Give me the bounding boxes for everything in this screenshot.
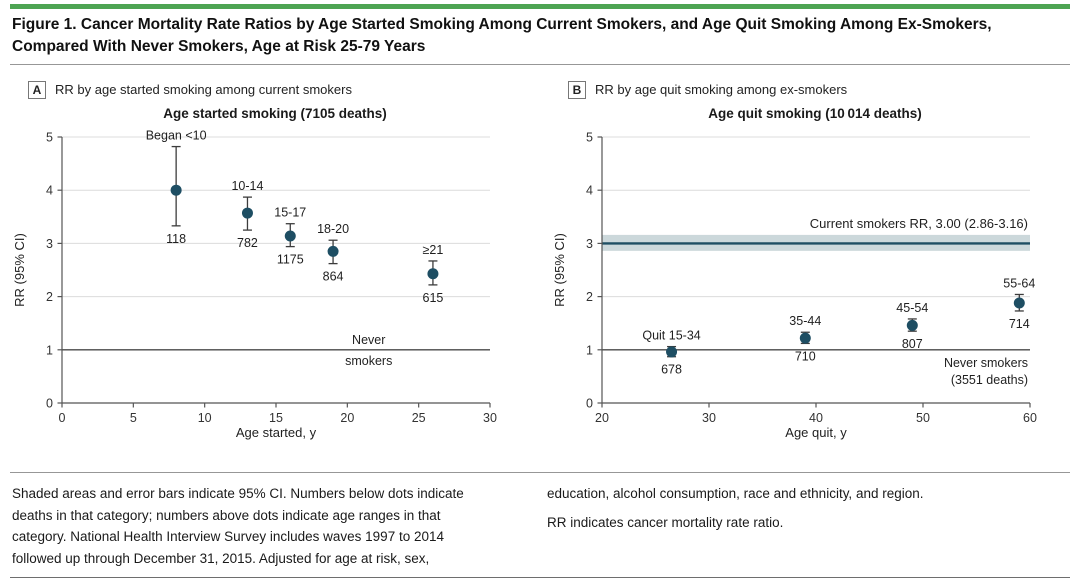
footnote-right-para1: education, alcohol consumption, race and… [547, 486, 924, 501]
x-axis-title: Age quit, y [785, 425, 847, 440]
x-tick-label: 20 [340, 411, 354, 425]
point-deaths-label: 710 [795, 349, 816, 363]
panel-a-header: A RR by age started smoking among curren… [28, 80, 540, 99]
y-tick-label: 2 [46, 290, 53, 304]
data-point-dot [327, 245, 339, 257]
y-tick-label: 3 [46, 237, 53, 251]
footnote-divider-bottom [10, 577, 1070, 578]
data-point-dot [170, 184, 182, 196]
y-tick-label: 0 [586, 397, 593, 411]
y-tick-label: 5 [586, 131, 593, 145]
point-deaths-label: 678 [661, 363, 682, 377]
y-tick-label: 5 [46, 131, 53, 145]
data-point-dot [427, 268, 439, 280]
point-age-label: 18-20 [317, 222, 349, 236]
y-tick-label: 3 [586, 237, 593, 251]
point-age-label: 10-14 [231, 179, 263, 193]
panel-b-header: B RR by age quit smoking among ex-smoker… [568, 80, 1080, 99]
data-point-dot [1013, 297, 1025, 309]
current-smokers-band-label: Current smokers RR, 3.00 (2.86-3.16) [810, 216, 1028, 231]
panel-a-chart: 0 1 2 3 4 5 0 5 10 15 20 25 30 Began <10 118 10-14 782 15… [12, 129, 497, 440]
point-deaths-label: 118 [166, 232, 186, 246]
x-tick-label: 15 [269, 411, 283, 425]
y-tick-label: 4 [46, 184, 53, 198]
x-tick-label: 40 [809, 411, 823, 425]
figure-title-line1: Figure 1. Cancer Mortality Rate Ratios b… [12, 16, 992, 33]
point-age-label: 15-17 [274, 206, 306, 220]
point-deaths-label: 782 [237, 236, 258, 250]
y-tick-label: 1 [46, 343, 53, 357]
y-axis-title: RR (95% CI) [552, 233, 567, 307]
panel-a-label-box: A [28, 80, 46, 99]
panel-b-heading: RR by age quit smoking among ex-smokers [595, 82, 848, 97]
point-age-label: 55-64 [1003, 276, 1035, 290]
data-point-dot [284, 230, 296, 242]
x-tick-label: 60 [1023, 411, 1037, 425]
point-deaths-label: 615 [423, 291, 444, 305]
data-point-dot [799, 332, 811, 344]
y-tick-label: 0 [46, 397, 53, 411]
x-tick-label: 20 [595, 411, 609, 425]
never-smokers-label: Never smokers [944, 356, 1028, 370]
x-tick-label: 25 [412, 411, 426, 425]
panel-a-heading: RR by age started smoking among current … [55, 82, 352, 97]
panel-a-chart-title: Age started smoking (7105 deaths) [163, 106, 387, 121]
point-deaths-label: 807 [902, 337, 923, 351]
point-age-label: Began <10 [146, 129, 207, 143]
point-deaths-label: 1175 [277, 253, 304, 267]
top-accent-bar [10, 4, 1070, 9]
point-age-label: 45-54 [896, 301, 928, 315]
panel-a: A RR by age started smoking among curren… [10, 80, 540, 448]
title-divider [10, 64, 1070, 65]
point-age-label: ≥21 [423, 243, 444, 257]
point-age-label: Quit 15-34 [642, 329, 700, 343]
never-smokers-label: smokers [345, 354, 392, 368]
panel-b-chart-title: Age quit smoking (10 014 deaths) [708, 106, 922, 121]
x-tick-label: 50 [916, 411, 930, 425]
x-tick-label: 0 [59, 411, 66, 425]
panel-b-label-box: B [568, 80, 586, 99]
point-deaths-label: 714 [1009, 317, 1030, 331]
y-tick-label: 1 [586, 343, 593, 357]
x-tick-label: 5 [130, 411, 137, 425]
x-tick-label: 30 [483, 411, 497, 425]
footnote-right: education, alcohol consumption, race and… [547, 483, 1052, 533]
data-point-dot [906, 319, 918, 331]
figure-title: Figure 1. Cancer Mortality Rate Ratios b… [12, 14, 1012, 59]
footnote-left: Shaded areas and error bars indicate 95%… [12, 486, 464, 566]
x-axis-title: Age started, y [236, 425, 317, 440]
x-tick-label: 10 [198, 411, 212, 425]
point-deaths-label: 864 [323, 270, 344, 284]
panel-b-chart: Current smokers RR, 3.00 (2.86-3.16) 0 1 2 3… [552, 131, 1037, 441]
data-point-dot [666, 346, 678, 358]
point-age-label: 35-44 [789, 314, 821, 328]
y-tick-label: 2 [586, 290, 593, 304]
panel-b: B RR by age quit smoking among ex-smoker… [550, 80, 1080, 448]
data-point-dot [241, 207, 253, 219]
figure-title-line2: Compared With Never Smokers, Age at Risk… [12, 38, 426, 56]
footnote-divider-top [10, 472, 1070, 473]
never-smokers-label: (3551 deaths) [951, 373, 1028, 387]
y-tick-label: 4 [586, 184, 593, 198]
y-axis-title: RR (95% CI) [12, 233, 27, 307]
x-tick-label: 30 [702, 411, 716, 425]
footnote-right-para2: RR indicates cancer mortality rate ratio… [547, 514, 784, 530]
never-smokers-label: Never [352, 333, 385, 347]
